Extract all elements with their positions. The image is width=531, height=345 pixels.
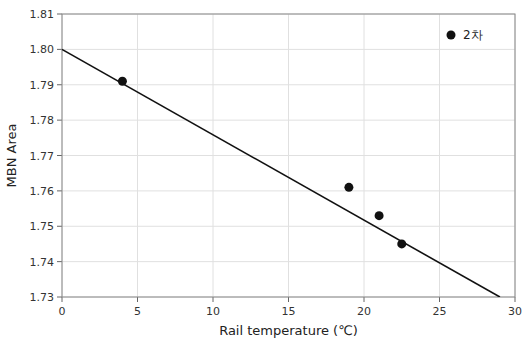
x-tick (137, 297, 138, 302)
y-tick-label: 1.78 (30, 114, 55, 127)
chart-svg: 0 5 10 15 20 25 30 1.73 1.74 1.75 1.76 1.77 1.78 1.79… (0, 0, 531, 345)
x-tick (515, 297, 516, 302)
legend: 2차 (447, 28, 483, 42)
plot-frame (62, 14, 515, 297)
y-tick-label: 1.73 (30, 291, 55, 304)
y-tick (57, 190, 62, 191)
data-area (62, 49, 500, 297)
background (0, 0, 531, 345)
y-grid-line (62, 261, 515, 262)
chart-container: 0 5 10 15 20 25 30 1.73 1.74 1.75 1.76 1.77 1.78 1.79… (0, 0, 531, 345)
y-grid-line (62, 190, 515, 191)
y-grid-line (62, 155, 515, 156)
y-axis-label: MBN Area (4, 124, 19, 188)
x-axis-label: Rail temperature (℃) (219, 323, 358, 338)
y-tick (57, 84, 62, 85)
y-tick (57, 261, 62, 262)
x-tick-label: 10 (206, 305, 220, 318)
y-grid-line (62, 84, 515, 85)
y-grid-line (62, 49, 515, 50)
x-tick-label: 30 (508, 305, 522, 318)
x-tick (213, 297, 214, 302)
y-tick-label: 1.74 (30, 256, 55, 269)
y-tick-label: 1.75 (30, 220, 55, 233)
y-grid-line (62, 226, 515, 227)
x-tick (364, 297, 365, 302)
y-tick (57, 49, 62, 50)
x-tick-label: 20 (357, 305, 371, 318)
legend-label: 2차 (463, 28, 483, 42)
scatter-point (375, 211, 384, 220)
y-tick (57, 297, 62, 298)
y-tick-label: 1.77 (30, 150, 55, 163)
x-tick-label: 5 (134, 305, 141, 318)
x-tick-label: 15 (282, 305, 296, 318)
scatter-point (344, 183, 353, 192)
y-tick (57, 14, 62, 15)
x-tick (62, 297, 63, 302)
scatter-point (118, 77, 127, 86)
scatter-point (397, 239, 406, 248)
legend-marker (447, 31, 456, 40)
y-tick-label: 1.79 (30, 79, 55, 92)
y-tick-label: 1.76 (30, 185, 55, 198)
y-grid-line (62, 120, 515, 121)
x-tick (439, 297, 440, 302)
y-tick-label: 1.81 (30, 8, 55, 21)
y-tick (57, 226, 62, 227)
grid (62, 14, 515, 297)
y-tick (57, 120, 62, 121)
y-tick (57, 155, 62, 156)
x-tick-label: 25 (433, 305, 447, 318)
trend-line (62, 49, 500, 297)
axes: 0 5 10 15 20 25 30 1.73 1.74 1.75 1.76 1.77 1.78 1.79… (30, 8, 523, 318)
y-tick-label: 1.80 (30, 43, 55, 56)
x-tick-label: 0 (59, 305, 66, 318)
x-tick (288, 297, 289, 302)
